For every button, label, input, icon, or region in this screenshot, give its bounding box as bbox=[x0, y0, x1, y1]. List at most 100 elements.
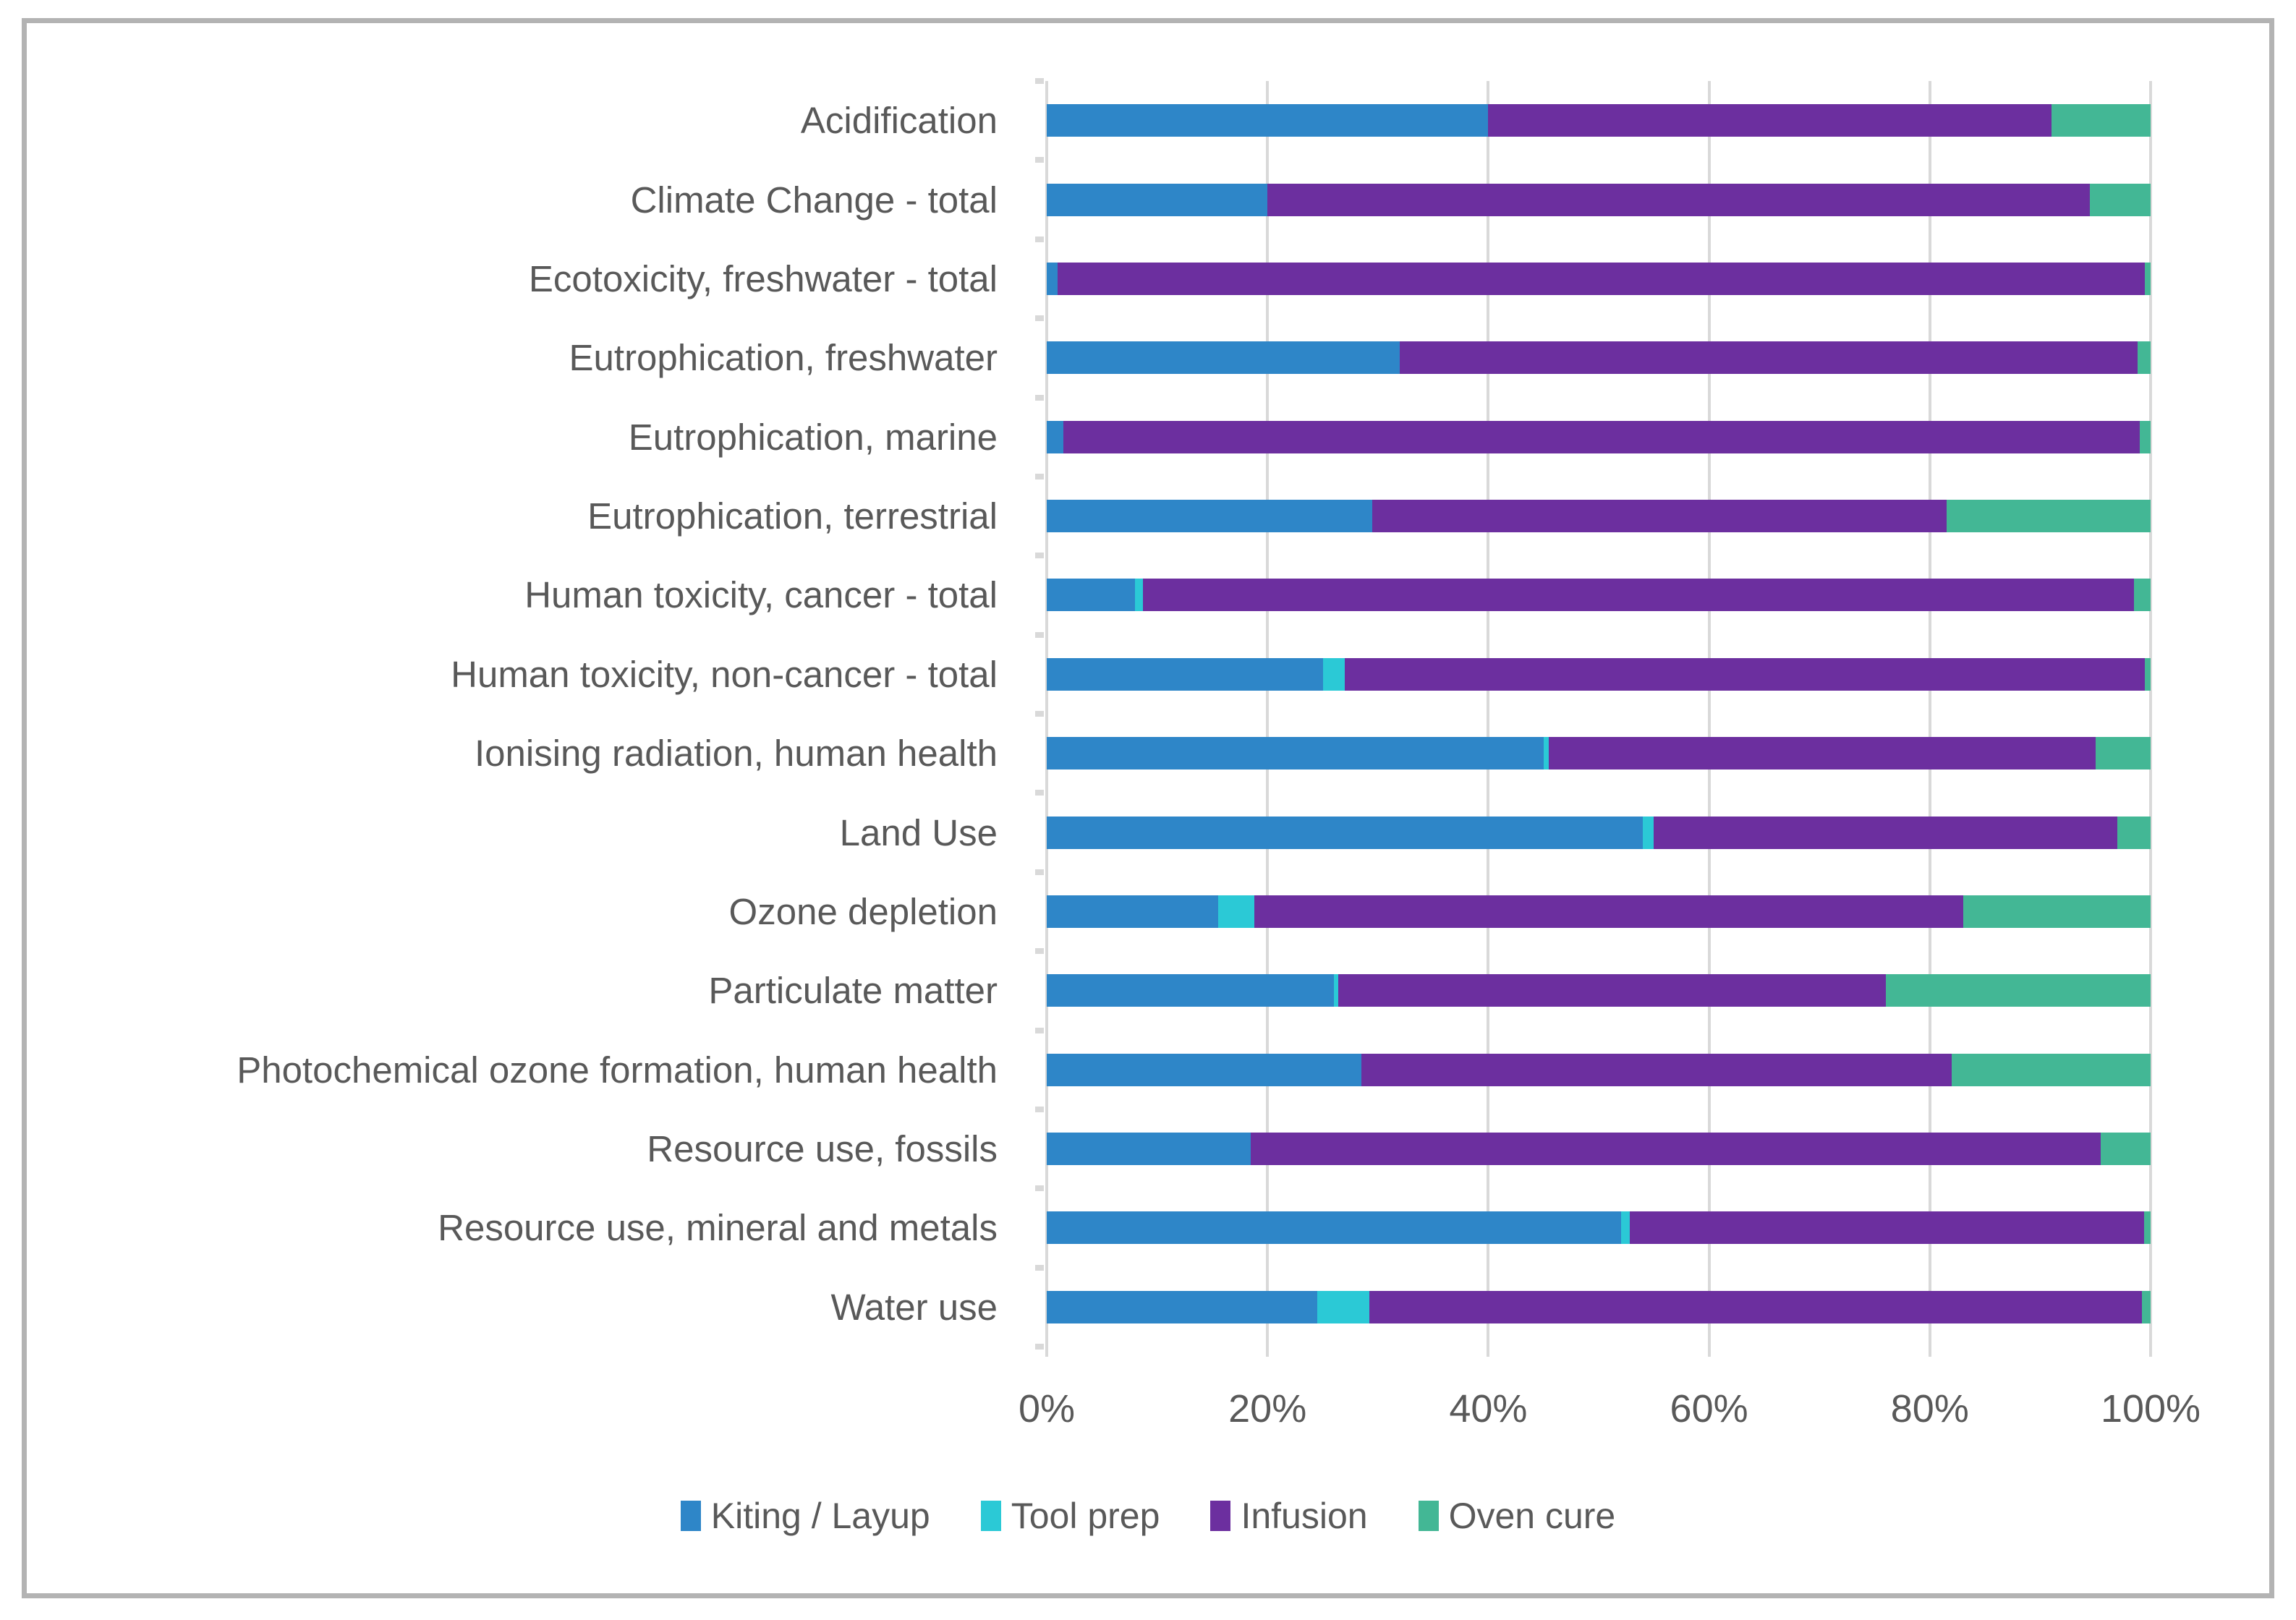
legend-label: Oven cure bbox=[1448, 1496, 1616, 1536]
category-label: Eutrophication, terrestrial bbox=[587, 495, 998, 537]
bar-segment-kiting-layup bbox=[1047, 1211, 1621, 1245]
legend-item-kiting-layup: Kiting / Layup bbox=[680, 1495, 930, 1537]
chart-frame: Acidification Climate Change - total Ecoto… bbox=[22, 18, 2274, 1598]
bar-segment-infusion bbox=[1372, 500, 1947, 533]
bar-segment-kiting-layup bbox=[1047, 895, 1218, 928]
category-label: Particulate matter bbox=[708, 970, 998, 1012]
value-axis-label: 40% bbox=[1449, 1387, 1528, 1431]
category-axis-tick bbox=[1035, 1344, 1044, 1350]
bar-segment-oven-cure bbox=[1946, 500, 2151, 533]
bar-row bbox=[1047, 262, 2151, 295]
category-axis-labels: Acidification Climate Change - total Ecoto… bbox=[27, 81, 1022, 1347]
legend-label: Tool prep bbox=[1011, 1496, 1160, 1536]
legend-item-oven-cure: Oven cure bbox=[1418, 1495, 1616, 1537]
category-axis-tick bbox=[1035, 315, 1044, 322]
bar-segment-tool-prep bbox=[1643, 816, 1654, 849]
bar-segment-tool-prep bbox=[1317, 1290, 1369, 1323]
value-axis-tick bbox=[2149, 1347, 2152, 1357]
category-axis-tick bbox=[1035, 236, 1044, 242]
bar-segment-tool-prep bbox=[1620, 1211, 1630, 1245]
bar-segment-oven-cure bbox=[1963, 895, 2151, 928]
category-axis-tick bbox=[1035, 1185, 1044, 1192]
bar-segment-tool-prep bbox=[1322, 657, 1345, 691]
bar-segment-kiting-layup bbox=[1047, 420, 1063, 453]
bar-segment-oven-cure bbox=[2090, 183, 2151, 216]
bar-segment-oven-cure bbox=[2145, 657, 2151, 691]
bar-segment-infusion bbox=[1400, 341, 2138, 375]
category-label: Water use bbox=[830, 1286, 998, 1328]
category-label: Land Use bbox=[839, 811, 998, 853]
category-label: Ozone depletion bbox=[728, 890, 998, 932]
bar-row bbox=[1047, 974, 2151, 1007]
category-axis-tick bbox=[1035, 948, 1044, 955]
bar-segment-infusion bbox=[1267, 183, 2091, 216]
bar-segment-kiting-layup bbox=[1047, 183, 1268, 216]
category-label: Resource use, mineral and metals bbox=[438, 1207, 998, 1249]
category-label: Acidification bbox=[800, 100, 998, 142]
bar-segment-infusion bbox=[1345, 657, 2146, 691]
bar-row bbox=[1047, 1133, 2151, 1166]
category-label: Human toxicity, cancer - total bbox=[524, 574, 998, 616]
bar-row bbox=[1047, 104, 2151, 137]
bar-row bbox=[1047, 1290, 2151, 1323]
value-axis-tick bbox=[1487, 1347, 1490, 1357]
bar-row bbox=[1047, 579, 2151, 612]
bar-segment-infusion bbox=[1654, 816, 2118, 849]
bar-row bbox=[1047, 420, 2151, 453]
value-axis-tick bbox=[1707, 1347, 1711, 1357]
bar-segment-kiting-layup bbox=[1047, 262, 1058, 295]
gridline-80 bbox=[1928, 81, 1931, 1347]
value-axis-labels: 0% 20% 40% 60% 80% 100% bbox=[1019, 1386, 2201, 1437]
bar-segment-kiting-layup bbox=[1047, 500, 1373, 533]
category-axis-tick bbox=[1035, 631, 1044, 638]
legend-swatch bbox=[980, 1501, 1001, 1531]
legend-swatch bbox=[680, 1501, 701, 1531]
bar-segment-tool-prep bbox=[1135, 579, 1143, 612]
bar-segment-oven-cure bbox=[2051, 104, 2151, 137]
legend-swatch bbox=[1210, 1501, 1231, 1531]
bar-row bbox=[1047, 895, 2151, 928]
bar-segment-tool-prep bbox=[1333, 974, 1338, 1007]
bar-segment-tool-prep bbox=[1217, 895, 1254, 928]
bar-segment-infusion bbox=[1338, 974, 1886, 1007]
bar-segment-tool-prep bbox=[1543, 737, 1549, 770]
bar-segment-oven-cure bbox=[1885, 974, 2151, 1007]
legend-item-tool-prep: Tool prep bbox=[980, 1495, 1160, 1537]
bar-segment-oven-cure bbox=[2143, 1211, 2151, 1245]
category-axis-tick bbox=[1035, 394, 1044, 401]
bar-segment-infusion bbox=[1251, 1133, 2101, 1166]
bar-segment-infusion bbox=[1361, 1053, 1952, 1086]
bar-segment-infusion bbox=[1058, 262, 2146, 295]
category-axis-tick bbox=[1035, 1264, 1044, 1271]
bar-row bbox=[1047, 816, 2151, 849]
bar-segment-infusion bbox=[1063, 420, 2140, 453]
legend-label: Kiting / Layup bbox=[710, 1496, 930, 1536]
value-axis-label: 100% bbox=[2100, 1387, 2201, 1431]
category-axis-tick bbox=[1035, 1027, 1044, 1033]
value-axis-label: 20% bbox=[1228, 1387, 1307, 1431]
category-label: Resource use, fossils bbox=[647, 1128, 998, 1170]
category-label: Photochemical ozone formation, human hea… bbox=[237, 1049, 998, 1091]
bar-segment-kiting-layup bbox=[1047, 579, 1136, 612]
bar-row bbox=[1047, 737, 2151, 770]
category-label: Climate Change - total bbox=[630, 179, 998, 221]
bar-segment-kiting-layup bbox=[1047, 737, 1544, 770]
bar-segment-kiting-layup bbox=[1047, 1053, 1361, 1086]
gridline-0 bbox=[1045, 81, 1048, 1347]
bar-segment-oven-cure bbox=[2101, 1133, 2151, 1166]
bar-segment-oven-cure bbox=[2137, 341, 2151, 375]
legend-swatch bbox=[1418, 1501, 1439, 1531]
gridline-100 bbox=[2149, 81, 2152, 1347]
value-axis-label: 60% bbox=[1670, 1387, 1748, 1431]
category-label: Ecotoxicity, freshwater - total bbox=[528, 257, 998, 299]
bar-segment-kiting-layup bbox=[1047, 104, 1489, 137]
category-axis-tick bbox=[1035, 790, 1044, 796]
bar-segment-infusion bbox=[1142, 579, 2135, 612]
category-axis-tick bbox=[1035, 78, 1044, 84]
category-label: Ionising radiation, human health bbox=[475, 733, 998, 775]
category-label: Human toxicity, non-cancer - total bbox=[451, 653, 998, 695]
category-axis-tick bbox=[1035, 473, 1044, 479]
category-axis-tick bbox=[1035, 553, 1044, 559]
legend-label: Infusion bbox=[1241, 1496, 1368, 1536]
